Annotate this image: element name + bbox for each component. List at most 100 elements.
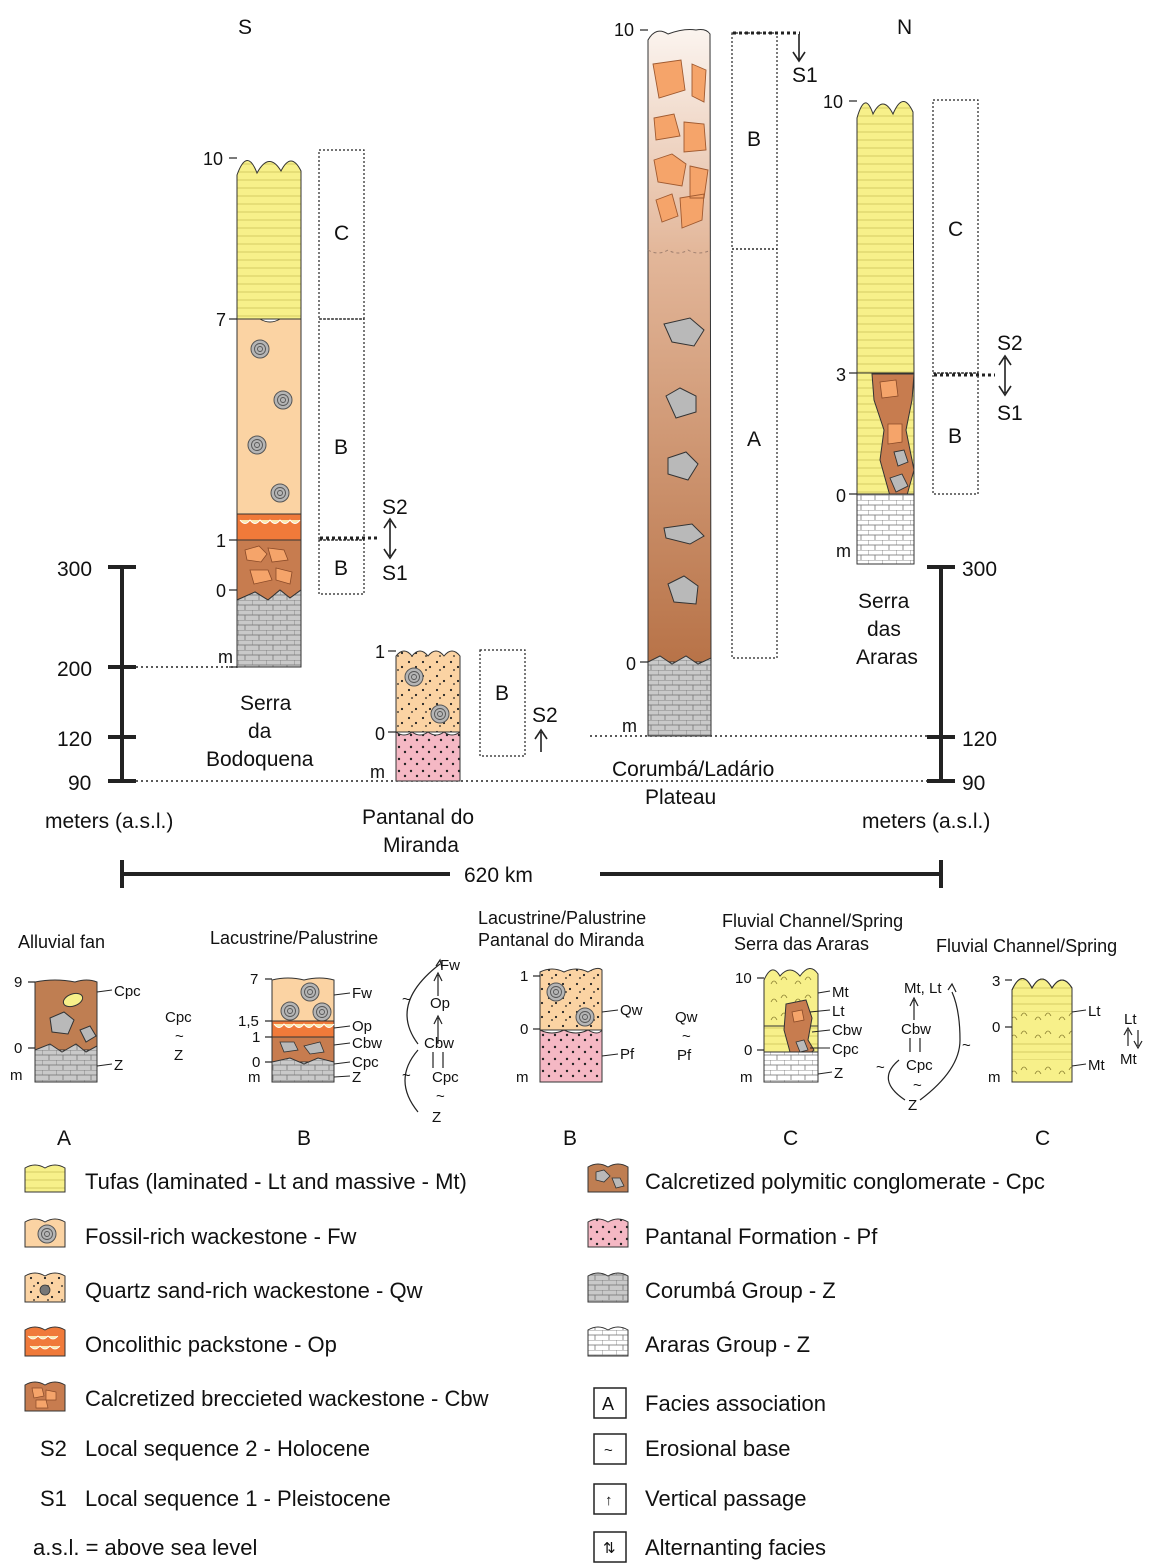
left-axis-unit: meters (a.s.l.)	[45, 810, 173, 833]
log2-trans-cpc: Cpc	[432, 1069, 459, 1086]
log1-leader-z	[96, 1063, 113, 1067]
log4-trans-cpc: Cpc	[906, 1057, 933, 1074]
log3-trans-qw: Qw	[675, 1009, 698, 1026]
log2-tick-7: 7	[250, 971, 258, 988]
legend-symbol-vertical: ↑	[605, 1492, 613, 1509]
log4-title-2: Serra das Araras	[734, 934, 869, 954]
miranda-vertical-arrow	[534, 728, 548, 752]
miranda-tick-m: m	[370, 762, 385, 782]
corumba-tick-m: m	[622, 716, 637, 736]
bodoquena-assoc-b-upper: B	[334, 436, 348, 459]
log2-label-cbw: Cbw	[352, 1035, 382, 1052]
miranda-depth-ticks	[388, 650, 396, 733]
log3-title-2: Pantanal do Miranda	[478, 930, 645, 950]
araras-assoc-b: B	[948, 425, 962, 448]
log3-tick-m: m	[516, 1069, 529, 1086]
corumba-name-1: Corumbá/Ladário	[612, 758, 774, 781]
right-tick-90: 90	[962, 772, 985, 795]
log3-assoc: B	[563, 1127, 577, 1150]
corumba-tick-10: 10	[614, 20, 634, 40]
legend-box-alternating	[593, 1531, 627, 1563]
distance-label: 620 km	[464, 864, 533, 887]
log4-label-z: Z	[834, 1065, 843, 1082]
legend-swatch-araras	[587, 1326, 629, 1357]
right-axis-unit: meters (a.s.l.)	[862, 810, 990, 833]
log2-leaders	[333, 992, 351, 1078]
log3-label-pf: Pf	[620, 1046, 635, 1063]
log2-assoc: B	[297, 1127, 311, 1150]
bodoquena-tick-1: 1	[216, 531, 226, 551]
araras-assoc-c: C	[948, 218, 963, 241]
log2-trans-fw: Fw	[440, 957, 460, 974]
log3-label-qw: Qw	[620, 1002, 643, 1019]
log4-transition-arrows	[887, 982, 961, 1101]
bodoquena-tick-m: m	[218, 647, 233, 667]
araras-tick-10: 10	[823, 92, 843, 112]
corumba-assoc-b: B	[747, 128, 761, 151]
miranda-name-1: Pantanal do	[362, 806, 474, 829]
corumba-seq-s1: S1	[792, 64, 818, 87]
log4-tick-10: 10	[735, 970, 752, 987]
log5-title: Fluvial Channel/Spring	[936, 936, 1117, 956]
right-tick-120: 120	[962, 728, 997, 751]
log5-alternation-arrow	[1123, 1026, 1143, 1050]
corumba-down-arrow	[792, 34, 806, 63]
miranda-association-box	[479, 649, 526, 757]
log4-depth-ticks	[757, 977, 764, 1051]
bodoquena-seq-s2: S2	[382, 496, 408, 519]
legend-box-vertical	[593, 1483, 627, 1515]
legend-note: a.s.l. = above sea level	[33, 1535, 257, 1560]
bodoquena-tick-7: 7	[216, 310, 226, 330]
log1-label-z: Z	[114, 1057, 123, 1074]
north-label: N	[897, 16, 912, 39]
log5-tick-0: 0	[992, 1019, 1000, 1036]
right-elevation-axis	[927, 565, 955, 783]
log4-label-mt: Mt	[832, 984, 849, 1001]
log5-leader-lt	[1071, 1009, 1087, 1013]
bodoquena-association-boxes	[318, 149, 365, 595]
log5-column	[1011, 978, 1073, 1083]
log3-tick-0: 0	[520, 1021, 528, 1038]
araras-name-3: Araras	[856, 646, 918, 669]
legend-label-quartz: Quartz sand-rich wackestone - Qw	[85, 1278, 423, 1303]
corumba-tick-0: 0	[626, 654, 636, 674]
araras-name-2: das	[867, 618, 901, 641]
legend-swatch-quartz	[24, 1272, 66, 1303]
log1-label-cpc: Cpc	[114, 983, 141, 1000]
legend-label-corumba: Corumbá Group - Z	[645, 1278, 836, 1303]
legend-swatch-pantanal	[587, 1218, 629, 1248]
legend-label-s2: Local sequence 2 - Holocene	[85, 1436, 370, 1461]
legend-swatch-breccia	[24, 1381, 66, 1412]
log5-label-lt: Lt	[1088, 1003, 1101, 1020]
araras-tick-0: 0	[836, 486, 846, 506]
log4-title-1: Fluvial Channel/Spring	[722, 911, 903, 931]
araras-seq-s1: S1	[997, 402, 1023, 425]
left-tick-300: 300	[57, 558, 92, 581]
log3-depth-ticks	[533, 975, 540, 1030]
column-bodoquena	[236, 160, 302, 668]
log2-tick-1-5: 1,5	[238, 1013, 259, 1030]
log2-tick-0: 0	[252, 1054, 260, 1071]
legend-label-araras: Araras Group - Z	[645, 1332, 810, 1357]
log3-title-1: Lacustrine/Palustrine	[478, 908, 646, 928]
log5-trans-lt: Lt	[1124, 1011, 1137, 1028]
log4-leaders	[809, 990, 833, 1075]
log1-leader-cpc	[96, 989, 113, 993]
log1-title: Alluvial fan	[18, 932, 105, 952]
column-miranda	[395, 650, 461, 782]
miranda-seq-s2: S2	[532, 704, 558, 727]
log2-trans-op: Op	[430, 995, 450, 1012]
log1-trans-2: ~	[175, 1028, 184, 1045]
legend-swatch-fossil	[24, 1218, 66, 1248]
log3-trans-pf: Pf	[677, 1047, 692, 1064]
log5-label-mt: Mt	[1088, 1057, 1105, 1074]
left-tick-90: 90	[68, 772, 91, 795]
legend-label-conglomerate: Calcretized polymitic conglomerate - Cpc	[645, 1169, 1045, 1194]
log2-label-z: Z	[352, 1069, 361, 1086]
distance-bar	[120, 860, 943, 888]
right-tick-300: 300	[962, 558, 997, 581]
legend-label-fossil: Fossil-rich wackestone - Fw	[85, 1224, 357, 1249]
bodoquena-double-arrow	[383, 517, 397, 560]
log3-tick-1: 1	[520, 968, 528, 985]
